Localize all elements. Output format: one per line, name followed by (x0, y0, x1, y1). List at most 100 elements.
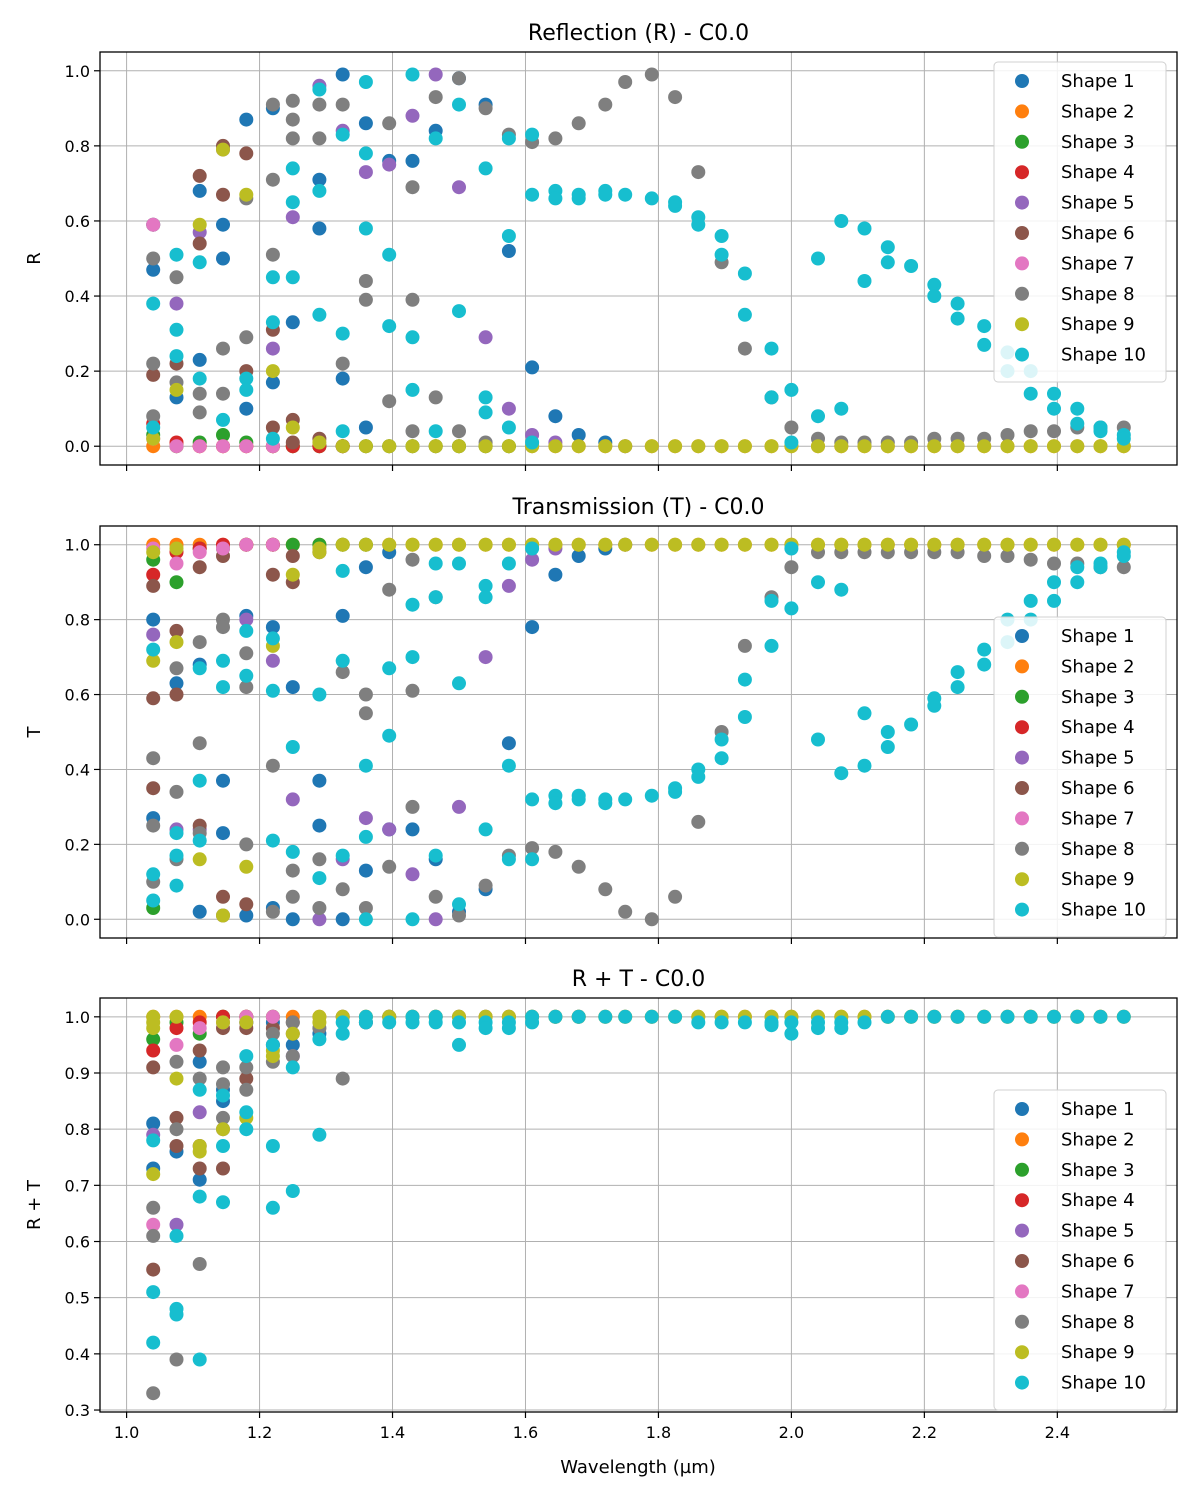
data-point (764, 341, 779, 356)
data-point (239, 897, 254, 912)
data-point (146, 1386, 161, 1401)
y-tick-label: 0.8 (65, 1120, 90, 1139)
data-point (452, 537, 466, 552)
legend-marker (1015, 1102, 1029, 1116)
series-9 (146, 142, 1131, 454)
data-point (358, 912, 373, 927)
data-point (312, 221, 327, 236)
data-point (192, 1352, 207, 1367)
data-point (285, 792, 300, 807)
legend-label: Shape 3 (1061, 132, 1135, 153)
data-point (265, 97, 280, 112)
data-point (169, 270, 184, 285)
data-point (811, 251, 825, 266)
data-point (192, 1071, 207, 1086)
data-point (265, 653, 280, 668)
data-point (312, 773, 327, 788)
data-point (265, 364, 280, 379)
data-point (501, 420, 516, 435)
data-point (571, 792, 586, 807)
data-point (1000, 549, 1015, 563)
data-point (169, 1110, 184, 1125)
data-point (904, 439, 919, 454)
data-point (169, 322, 184, 337)
chart-title: R + T - C0.0 (572, 967, 705, 992)
data-point (192, 635, 207, 650)
data-point (146, 420, 161, 435)
legend-label: Shape 4 (1061, 717, 1135, 738)
data-point (382, 439, 397, 454)
data-point (192, 1257, 207, 1271)
data-point (1070, 537, 1085, 552)
data-point (382, 859, 397, 874)
data-point (169, 661, 184, 676)
legend-label: Shape 9 (1061, 869, 1135, 890)
data-point (335, 912, 350, 927)
y-tick-label: 0.7 (65, 1176, 90, 1195)
data-point (146, 251, 161, 266)
y-tick-label: 0.6 (65, 1233, 90, 1252)
data-point (737, 537, 752, 552)
data-point (265, 1009, 280, 1024)
chart-title: Transmission (T) - C0.0 (512, 495, 765, 520)
x-tick-label: 2.2 (912, 1423, 937, 1442)
legend-marker (1015, 347, 1029, 362)
legend-label: Shape 9 (1061, 314, 1135, 335)
data-point (1070, 401, 1085, 416)
legend-marker (1015, 811, 1029, 826)
data-point (169, 1009, 184, 1024)
data-point (265, 567, 280, 582)
legend-label: Shape 1 (1061, 1099, 1135, 1120)
data-point (358, 901, 373, 915)
data-point (501, 131, 516, 146)
data-point (478, 537, 493, 552)
data-point (335, 653, 350, 668)
data-point (405, 153, 420, 168)
data-point (382, 537, 397, 552)
data-point (977, 657, 992, 672)
data-point (335, 882, 350, 897)
data-point (216, 217, 230, 232)
data-point (428, 556, 443, 571)
data-point (265, 1200, 280, 1215)
data-point (312, 901, 327, 915)
data-point (691, 814, 706, 829)
data-point (312, 545, 327, 560)
data-point (169, 1139, 184, 1153)
data-point (737, 1015, 752, 1030)
data-point (358, 165, 373, 180)
data-point (146, 1167, 161, 1182)
data-point (335, 608, 350, 623)
data-point (146, 612, 161, 627)
data-point (764, 593, 779, 608)
data-point (618, 904, 633, 919)
data-point (548, 537, 563, 552)
data-point (950, 296, 965, 311)
data-point (977, 337, 992, 352)
legend-marker (1015, 256, 1029, 271)
data-point (335, 67, 350, 82)
data-point (239, 1015, 254, 1030)
data-point (501, 1021, 516, 1036)
data-point (1070, 575, 1085, 590)
data-point (216, 412, 230, 427)
data-point (169, 1217, 184, 1232)
data-point (312, 1127, 327, 1142)
data-point (857, 758, 872, 773)
legend-marker (1015, 104, 1029, 119)
data-point (312, 307, 327, 322)
data-point (169, 826, 184, 841)
legend-label: Shape 5 (1061, 748, 1135, 769)
data-point (525, 1015, 540, 1030)
data-point (169, 784, 184, 799)
data-point (169, 623, 184, 638)
data-point (644, 67, 659, 82)
data-point (146, 627, 161, 642)
data-point (478, 822, 493, 837)
data-point (146, 818, 161, 833)
data-point (1116, 549, 1131, 563)
data-point (452, 439, 466, 454)
data-point (239, 382, 254, 397)
data-point (265, 1049, 280, 1064)
data-point (950, 1009, 965, 1024)
